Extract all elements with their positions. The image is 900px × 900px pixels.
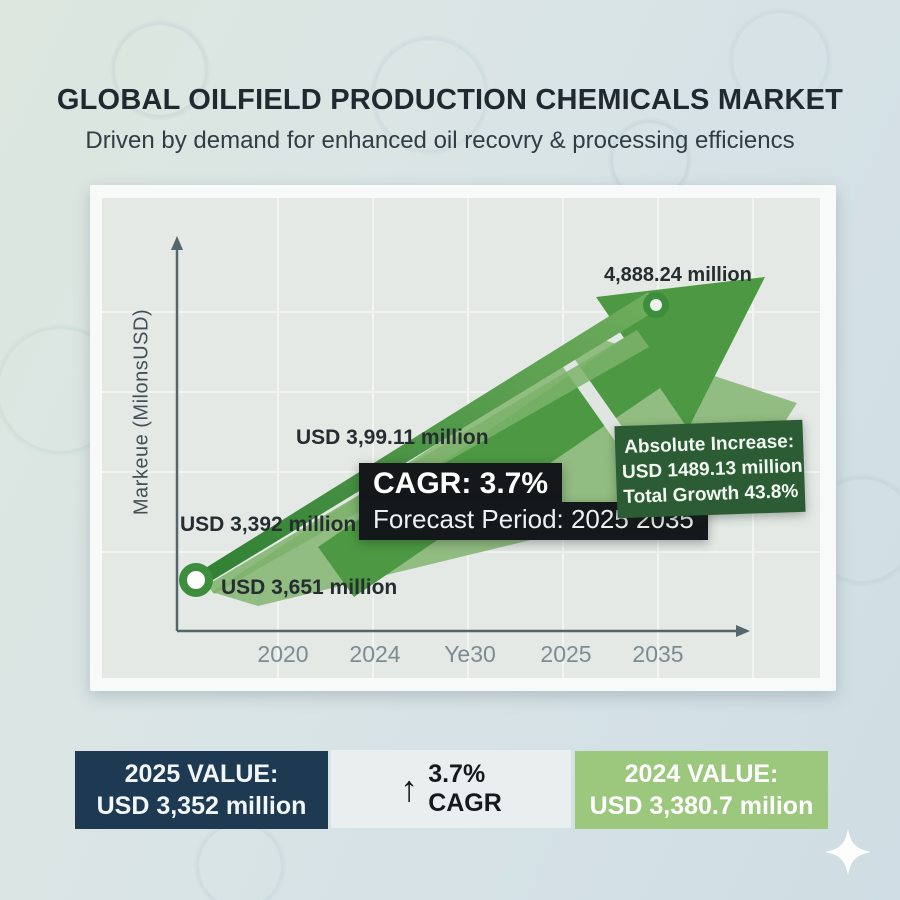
absolute-increase-callout: Absolute Increase: USD 1489.13 million T… bbox=[614, 419, 806, 519]
stat-box-2025-value: 2025 VALUE: USD 3,352 million bbox=[75, 751, 328, 829]
label-mid-value: USD 3,99.11 million bbox=[296, 426, 489, 449]
x-tick-ye30: Ye30 bbox=[444, 641, 496, 667]
y-axis-label: Markeue (MilonsUSD) bbox=[130, 308, 153, 516]
label-peak-value: 4,888.24 million bbox=[604, 264, 752, 286]
label-lower-left-value: USD 3,651 million bbox=[221, 576, 398, 599]
up-arrow-icon: ↑ bbox=[400, 768, 419, 809]
total-growth: Total Growth 43.8% bbox=[623, 480, 799, 509]
stat-2024-value: USD 3,380.7 milion bbox=[589, 792, 814, 820]
cagr-label: CAGR bbox=[428, 789, 502, 817]
page-title: GLOBAL OILFIELD PRODUCTION CHEMICALS MAR… bbox=[56, 84, 844, 116]
x-tick-2025: 2025 bbox=[540, 641, 592, 667]
stat-2024-label: 2024 VALUE: bbox=[624, 760, 779, 788]
stat-box-2024-value: 2024 VALUE: USD 3,380.7 milion bbox=[575, 751, 828, 829]
stat-2025-label: 2025 VALUE: bbox=[124, 760, 279, 788]
page-subtitle: Driven by demand for enhanced oil recovr… bbox=[85, 127, 795, 154]
x-tick-2035: 2035 bbox=[632, 641, 684, 667]
sparkle-icon bbox=[825, 829, 871, 875]
stat-2025-value: USD 3,352 million bbox=[96, 792, 307, 820]
label-upper-left-value: USD 3,392 million bbox=[180, 513, 357, 536]
cagr-value: CAGR: 3.7% bbox=[359, 463, 563, 503]
cagr-percent: 3.7% bbox=[428, 760, 486, 788]
x-tick-2020: 2020 bbox=[257, 641, 309, 667]
stat-box-cagr: ↑ 3.7% CAGR bbox=[331, 750, 571, 828]
x-tick-2024: 2024 bbox=[349, 641, 401, 667]
